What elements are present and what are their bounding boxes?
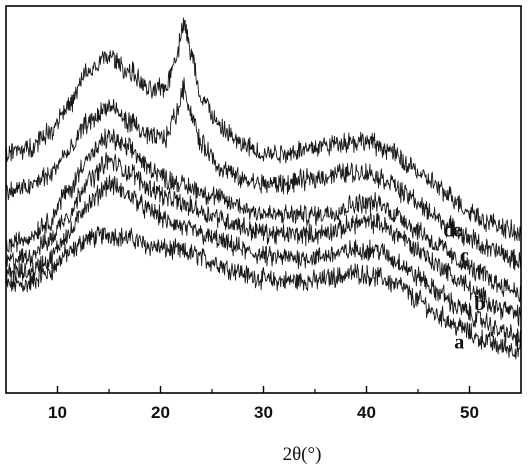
series-label-c: c — [460, 245, 469, 267]
x-tick-label: 30 — [254, 403, 273, 422]
x-tick-label: 50 — [460, 403, 479, 422]
series-label-d: d — [443, 219, 454, 241]
series-c-line — [5, 151, 521, 327]
x-tick-label: 10 — [48, 403, 67, 422]
series-layer — [5, 17, 522, 360]
plot-frame — [5, 5, 522, 394]
x-tick-label: 20 — [151, 403, 170, 422]
series-d-line — [5, 128, 522, 302]
series-label-b: b — [474, 293, 485, 315]
x-tick-label: 40 — [357, 403, 376, 422]
axes-layer: 10 20 30 40 50 — [5, 5, 522, 422]
series-label-e: e — [453, 220, 462, 242]
series-top-line — [5, 17, 522, 242]
x-axis-label: 2θ(°) — [283, 444, 322, 465]
series-label-a: a — [454, 332, 464, 354]
series-a-line — [5, 226, 522, 360]
series-b-line — [5, 174, 522, 347]
series-e-line — [5, 77, 522, 271]
series-labels: ab cde — [443, 219, 485, 353]
